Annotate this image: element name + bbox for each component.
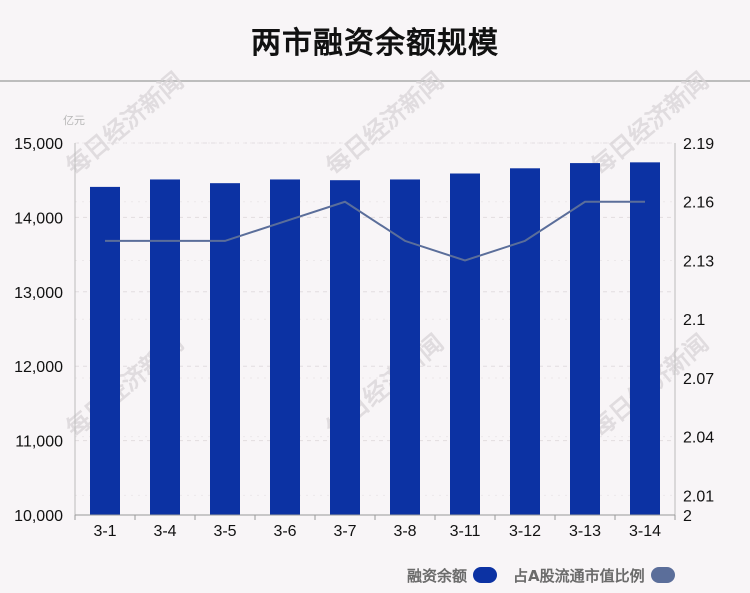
- right-tick-label: 2.07: [683, 371, 714, 388]
- right-tick-label: 2.1: [683, 312, 705, 329]
- left-axis-unit: 亿元: [63, 114, 85, 127]
- bar: [150, 179, 180, 515]
- x-tick-label: 3-12: [509, 523, 541, 540]
- x-tick-label: 3-8: [393, 523, 416, 540]
- bar: [510, 168, 540, 515]
- bar: [90, 186, 120, 515]
- legend: 融资余额 占A股流通市值比例: [407, 563, 691, 587]
- x-tick-label: 3-11: [450, 523, 481, 540]
- watermark-text: 每日经济新闻: [321, 67, 449, 181]
- legend-item-balance: 融资余额: [407, 565, 498, 586]
- legend-item-ratio: 占A股流通市值比例: [513, 565, 675, 586]
- bar: [270, 179, 300, 515]
- x-tick-label: 3-6: [273, 523, 296, 540]
- bar: [630, 162, 660, 515]
- axes: 10,000 11,000 12,000 13,000 14,000 15,000 2 2.0…: [14, 136, 714, 540]
- x-tick-label: 3-1: [93, 523, 116, 540]
- bar: [330, 180, 360, 515]
- bar: [390, 179, 420, 515]
- left-tick-label: 13,000: [14, 285, 63, 302]
- x-tick-label: 3-4: [153, 523, 176, 540]
- bar-series: [90, 162, 660, 515]
- bar: [450, 173, 480, 515]
- left-tick-label: 14,000: [14, 210, 63, 227]
- right-tick-label: 2.01: [683, 488, 714, 505]
- right-tick-label: 2.16: [683, 195, 714, 212]
- x-tick-label: 3-5: [213, 523, 236, 540]
- bar: [210, 183, 240, 515]
- title-divider: [0, 80, 750, 82]
- left-tick-label: 10,000: [14, 508, 63, 525]
- left-tick-label: 11,000: [15, 434, 63, 451]
- legend-swatch-balance: [473, 567, 498, 583]
- x-tick-label: 3-13: [569, 523, 601, 540]
- legend-label-balance: 融资余额: [407, 566, 468, 585]
- ratio-line: [105, 200, 645, 262]
- left-tick-label: 12,000: [14, 359, 63, 376]
- right-tick-label: 2.04: [683, 430, 714, 447]
- legend-swatch-ratio: [650, 567, 675, 583]
- line-series: [104, 200, 646, 262]
- right-tick-label: 2: [683, 508, 692, 525]
- right-tick-label: 2.19: [683, 136, 714, 153]
- right-tick-label: 2.13: [683, 253, 714, 270]
- legend-label-ratio: 占A股流通市值比例: [513, 566, 645, 585]
- x-tick-label: 3-14: [629, 523, 661, 540]
- x-tick-label: 3-7: [333, 523, 356, 540]
- bar: [570, 163, 600, 515]
- chart-title: 两市融资余额规模: [251, 26, 499, 61]
- left-tick-label: 15,000: [14, 136, 63, 153]
